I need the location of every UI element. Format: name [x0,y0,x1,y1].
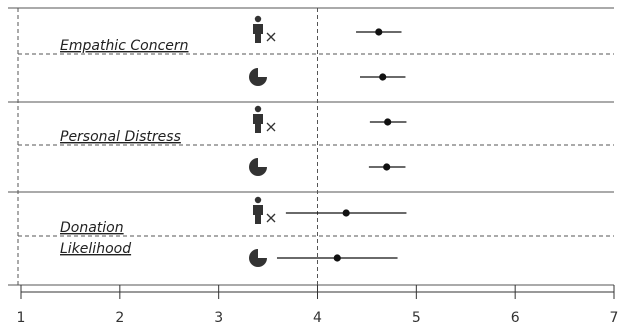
data-point [333,254,341,262]
data-point [384,118,392,126]
data-point [375,28,383,36]
data-point [342,209,350,217]
row-label: Likelihood [60,241,131,257]
row-label: Empathic Concern [60,38,189,54]
x-axis: 1 2 3 4 5 6 7 [17,285,619,326]
x-tick-label: 6 [511,310,520,326]
data-point [383,163,391,171]
x-tick-label: 7 [610,310,619,326]
pie-chart-icon [249,68,267,86]
pie-chart-icon [249,158,267,176]
x-tick-label: 2 [115,310,124,326]
person-x-icon [253,196,276,224]
x-tick-label: 5 [412,310,421,326]
x-tick-label: 4 [313,310,322,326]
person-x-icon [253,15,276,43]
groups-layer: Empathic Concern Personal Distress Donatio… [8,7,614,286]
x-tick-label: 3 [214,310,223,326]
row-label: Donation [60,220,124,236]
data-point [379,73,387,81]
row-label: Personal Distress [60,129,181,145]
x-tick-label: 1 [17,310,26,326]
pie-chart-icon [249,249,267,267]
person-x-icon [253,105,276,133]
